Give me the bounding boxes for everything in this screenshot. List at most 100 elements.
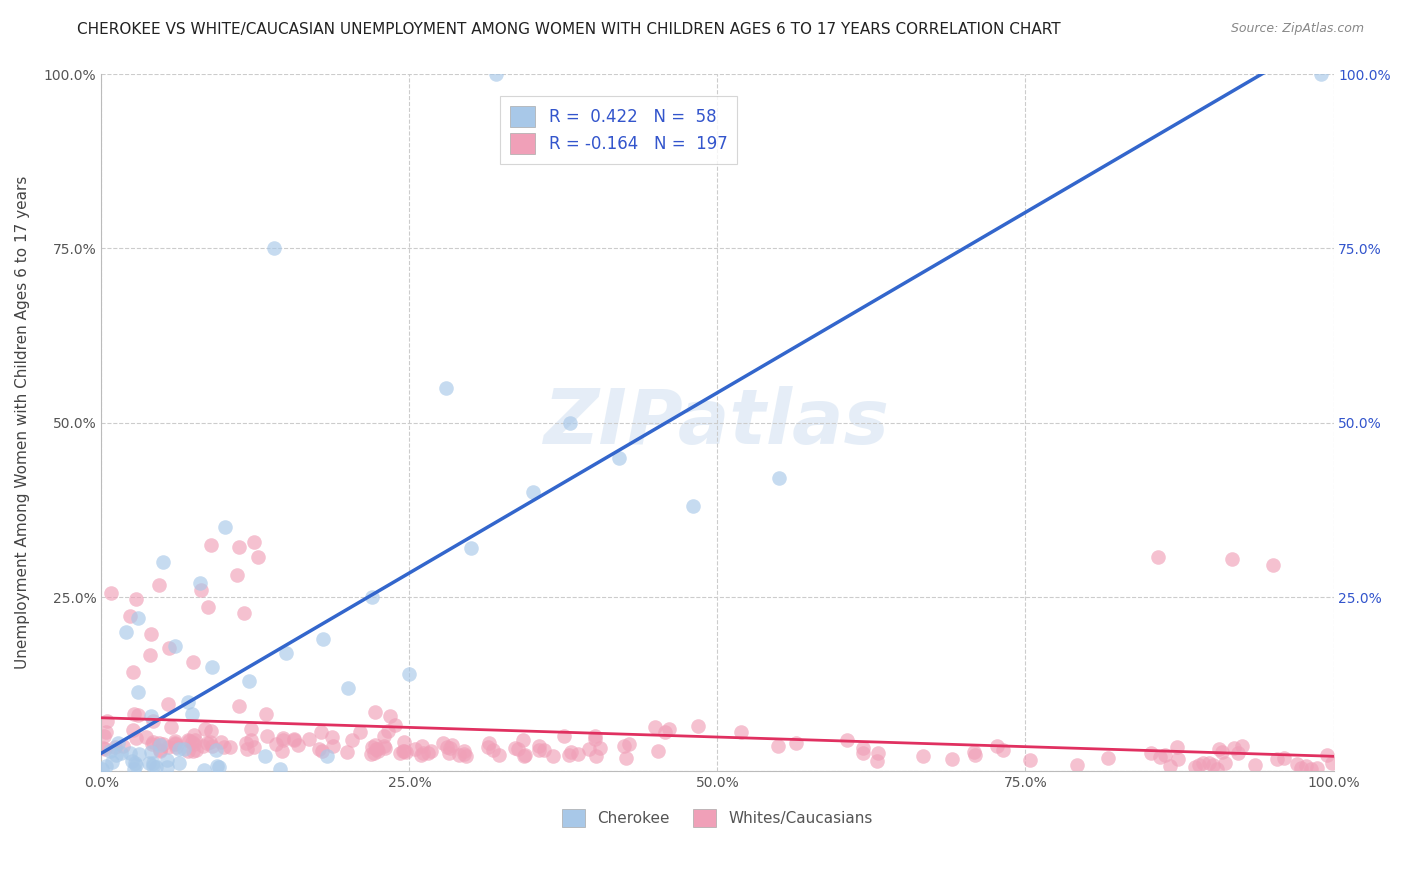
Point [264,737,287,751]
Point [148,578,170,592]
Point [941,752,963,766]
Point [585,748,607,763]
Point [398,666,420,681]
Point [188,576,211,591]
Point [558,416,581,430]
Point [205,743,228,757]
Point [125,592,148,607]
Point [1316,747,1339,762]
Point [105,747,128,762]
Point [152,737,174,751]
Point [157,697,180,711]
Point [434,381,457,395]
Point [142,714,165,728]
Point [411,747,433,762]
Point [127,685,149,699]
Point [613,739,636,754]
Point [389,746,412,760]
Point [322,739,344,753]
Point [963,745,986,759]
Point [527,743,550,757]
Point [201,739,224,753]
Point [412,747,434,761]
Point [395,745,418,759]
Point [127,611,149,625]
Point [360,739,382,754]
Point [190,583,212,598]
Point [481,743,503,757]
Point [1206,762,1229,776]
Point [298,731,321,746]
Point [179,733,201,747]
Point [181,744,204,758]
Point [477,739,499,754]
Point [183,728,205,742]
Point [149,744,172,758]
Point [120,609,142,624]
Point [165,736,187,750]
Point [138,756,160,770]
Point [93,729,115,743]
Point [176,695,198,709]
Point [225,568,247,582]
Point [1202,758,1225,772]
Point [141,737,163,751]
Point [271,731,294,746]
Point [1198,756,1220,770]
Point [200,724,222,739]
Point [159,720,181,734]
Point [233,606,256,620]
Point [142,735,165,749]
Point [533,743,555,757]
Point [1226,746,1249,760]
Point [200,538,222,552]
Point [1295,758,1317,772]
Point [94,742,117,756]
Point [506,741,529,756]
Point [377,723,399,738]
Point [149,743,172,757]
Point [269,763,291,777]
Point [165,739,187,754]
Point [374,741,396,756]
Point [392,744,415,758]
Point [228,540,250,554]
Point [868,746,890,760]
Point [361,590,384,604]
Point [411,739,433,753]
Point [437,747,460,761]
Point [177,744,200,758]
Point [1188,757,1211,772]
Point [270,744,292,758]
Point [121,754,143,768]
Point [236,742,259,756]
Point [336,681,359,695]
Point [686,719,709,733]
Point [228,698,250,713]
Point [96,714,118,728]
Point [240,733,263,747]
Text: Source: ZipAtlas.com: Source: ZipAtlas.com [1230,22,1364,36]
Point [254,706,277,721]
Point [644,720,666,734]
Point [607,450,630,465]
Point [440,739,463,753]
Point [835,732,858,747]
Point [447,747,470,762]
Point [122,723,145,738]
Point [512,732,534,747]
Point [121,665,143,679]
Point [367,744,389,758]
Point [219,739,242,754]
Point [478,736,501,750]
Point [1167,752,1189,766]
Point [567,747,589,762]
Point [177,732,200,747]
Point [364,742,387,756]
Point [1159,759,1181,773]
Point [1147,549,1170,564]
Point [163,734,186,748]
Point [139,626,162,640]
Point [1306,762,1329,776]
Point [1265,752,1288,766]
